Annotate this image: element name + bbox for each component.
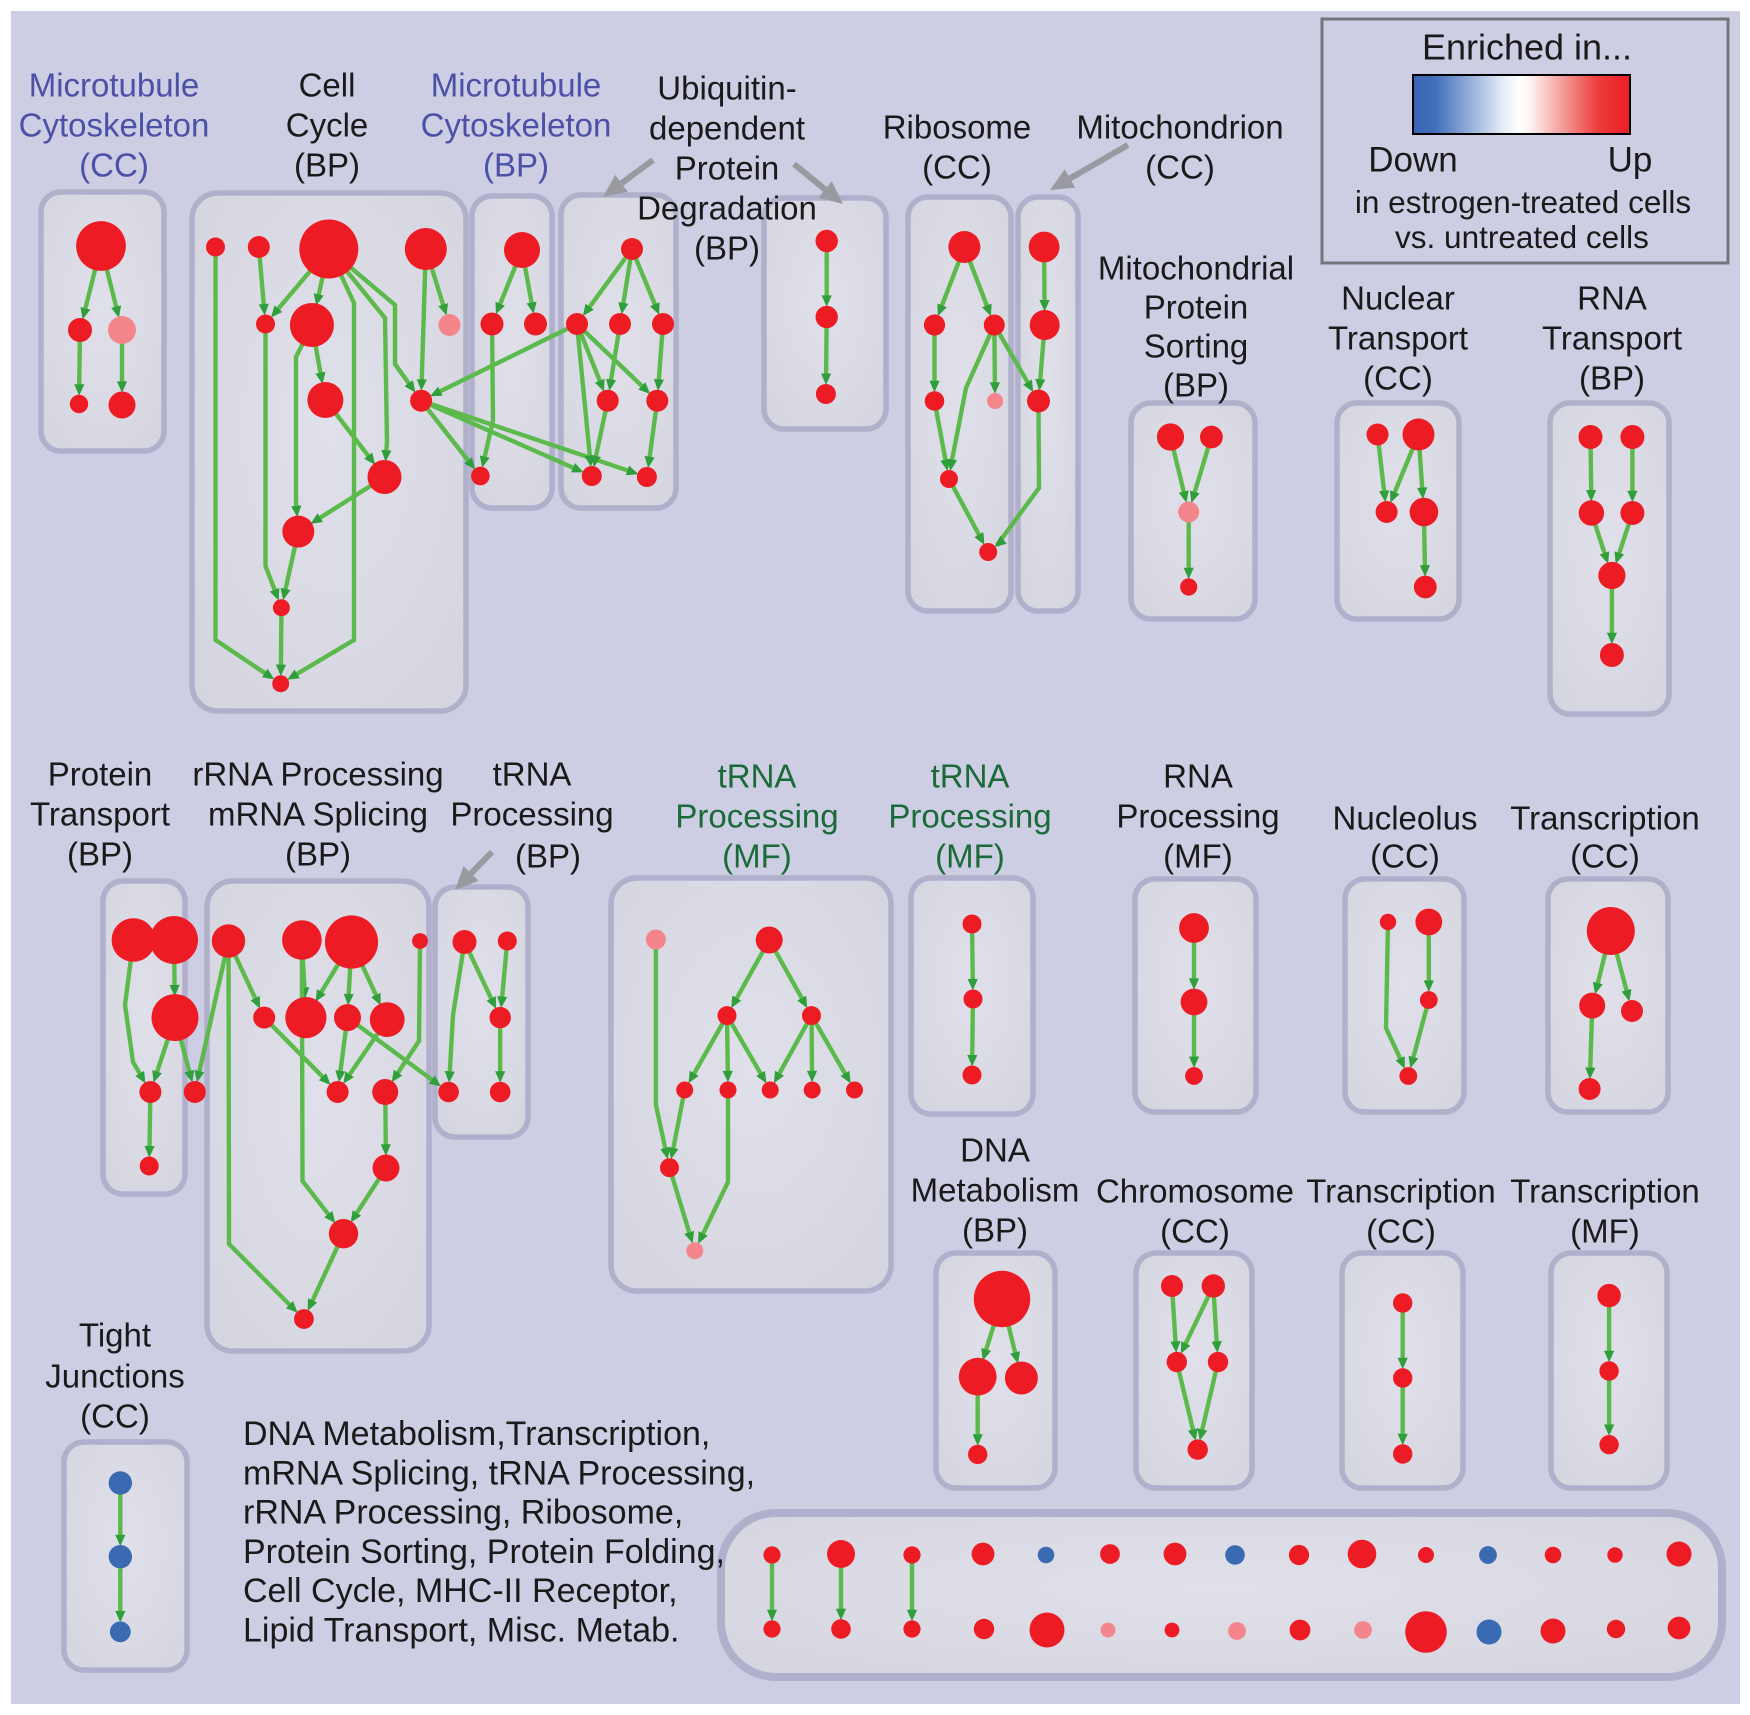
svg-text:Nucleolus: Nucleolus <box>1333 800 1478 837</box>
svg-text:Mitochondrion: Mitochondrion <box>1076 109 1283 146</box>
svg-text:(BP): (BP) <box>285 836 351 873</box>
svg-text:(BP): (BP) <box>515 838 581 875</box>
svg-text:Lipid Transport, Misc. Metab.: Lipid Transport, Misc. Metab. <box>243 1612 680 1650</box>
svg-text:(MF): (MF) <box>935 838 1005 875</box>
svg-text:Metabolism: Metabolism <box>911 1172 1080 1209</box>
svg-text:Sorting: Sorting <box>1144 328 1249 365</box>
svg-text:Cycle: Cycle <box>286 107 369 144</box>
svg-text:Transcription: Transcription <box>1510 1173 1700 1210</box>
svg-text:(CC): (CC) <box>79 147 149 184</box>
svg-text:Chromosome: Chromosome <box>1096 1173 1294 1210</box>
svg-text:dependent: dependent <box>649 110 805 147</box>
svg-text:(BP): (BP) <box>294 147 360 184</box>
svg-text:Junctions: Junctions <box>45 1358 184 1395</box>
svg-text:in estrogen-treated cells: in estrogen-treated cells <box>1355 184 1691 220</box>
svg-text:mRNA Splicing: mRNA Splicing <box>208 796 428 833</box>
svg-text:Microtubule: Microtubule <box>431 67 602 104</box>
svg-text:Transcription: Transcription <box>1306 1173 1496 1210</box>
svg-text:(CC): (CC) <box>1160 1213 1230 1250</box>
svg-text:(CC): (CC) <box>1363 360 1433 397</box>
svg-text:(MF): (MF) <box>722 838 792 875</box>
svg-text:vs. untreated cells: vs. untreated cells <box>1395 219 1649 255</box>
svg-text:(BP): (BP) <box>67 836 133 873</box>
svg-text:RNA: RNA <box>1577 280 1647 317</box>
svg-text:Down: Down <box>1368 141 1457 180</box>
svg-text:(CC): (CC) <box>1145 149 1215 186</box>
svg-text:mRNA Splicing, tRNA Processing: mRNA Splicing, tRNA Processing, <box>243 1454 755 1492</box>
svg-text:Protein: Protein <box>675 150 780 187</box>
svg-text:Processing: Processing <box>450 796 613 833</box>
svg-text:(BP): (BP) <box>1579 360 1645 397</box>
svg-text:tRNA: tRNA <box>493 756 572 793</box>
svg-text:tRNA: tRNA <box>931 758 1010 795</box>
svg-text:(BP): (BP) <box>962 1212 1028 1249</box>
svg-text:Cell Cycle, MHC-II Receptor,: Cell Cycle, MHC-II Receptor, <box>243 1572 678 1610</box>
svg-text:Mitochondrial: Mitochondrial <box>1098 250 1294 287</box>
svg-text:(CC): (CC) <box>1370 838 1440 875</box>
svg-text:Transport: Transport <box>1328 320 1468 357</box>
svg-text:Up: Up <box>1608 141 1653 180</box>
svg-text:(MF): (MF) <box>1163 838 1233 875</box>
svg-text:Processing: Processing <box>888 798 1051 835</box>
svg-text:DNA Metabolism,Transcription,: DNA Metabolism,Transcription, <box>243 1415 710 1453</box>
svg-text:Cytoskeleton: Cytoskeleton <box>19 107 210 144</box>
svg-text:Ubiquitin-: Ubiquitin- <box>657 70 796 107</box>
svg-text:(CC): (CC) <box>1570 838 1640 875</box>
svg-text:Nuclear: Nuclear <box>1341 280 1455 317</box>
svg-text:RNA: RNA <box>1163 758 1233 795</box>
svg-text:(BP): (BP) <box>483 147 549 184</box>
svg-text:Cytoskeleton: Cytoskeleton <box>421 107 612 144</box>
svg-text:Tight: Tight <box>79 1317 151 1354</box>
svg-text:Microtubule: Microtubule <box>29 67 200 104</box>
svg-text:rRNA Processing: rRNA Processing <box>192 756 443 793</box>
svg-text:Transport: Transport <box>30 796 170 833</box>
svg-text:Enriched in...: Enriched in... <box>1422 27 1632 68</box>
svg-text:Transcription: Transcription <box>1510 800 1700 837</box>
svg-text:(CC): (CC) <box>922 149 992 186</box>
svg-text:Processing: Processing <box>675 798 838 835</box>
svg-text:(MF): (MF) <box>1570 1213 1640 1250</box>
svg-text:(BP): (BP) <box>1163 367 1229 404</box>
svg-text:Cell: Cell <box>299 67 356 104</box>
svg-text:DNA: DNA <box>960 1132 1030 1169</box>
svg-text:Protein: Protein <box>48 756 153 793</box>
svg-text:rRNA Processing, Ribosome,: rRNA Processing, Ribosome, <box>243 1494 683 1532</box>
svg-text:Processing: Processing <box>1116 798 1279 835</box>
svg-text:(CC): (CC) <box>80 1398 150 1435</box>
svg-text:(CC): (CC) <box>1366 1213 1436 1250</box>
svg-text:tRNA: tRNA <box>718 758 797 795</box>
svg-text:Protein Sorting, Protein Foldi: Protein Sorting, Protein Folding, <box>243 1533 725 1571</box>
svg-text:(BP): (BP) <box>694 230 760 267</box>
svg-text:Protein: Protein <box>1144 289 1249 326</box>
svg-text:Transport: Transport <box>1542 320 1682 357</box>
svg-text:Degradation: Degradation <box>637 190 817 227</box>
svg-text:Ribosome: Ribosome <box>883 109 1032 146</box>
